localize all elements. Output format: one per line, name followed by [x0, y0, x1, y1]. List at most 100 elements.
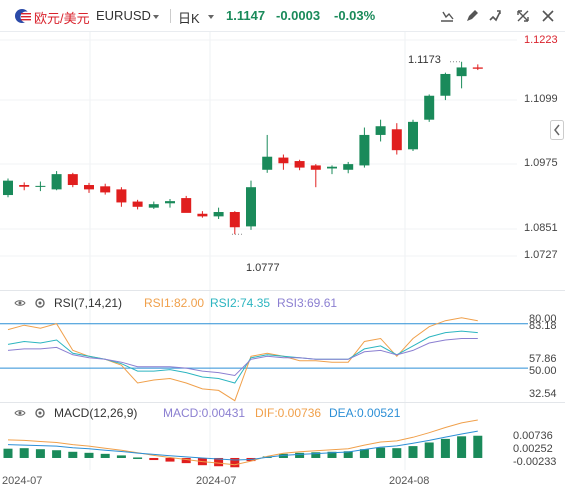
macd-bar: [278, 453, 288, 458]
macd-bar: [376, 447, 386, 458]
gear-icon[interactable]: [34, 407, 46, 419]
chart-toolbar: 欧元/美元 EURUSD 日K 1.1147 -0.0003 -0.03%: [0, 0, 565, 32]
rsi-line-3: [7, 338, 478, 377]
rsi-line-1: [7, 317, 478, 402]
candle-body: [391, 129, 402, 151]
dif-legend: DIF:0.00736: [255, 406, 322, 420]
eye-icon[interactable]: [14, 407, 26, 419]
period-selector[interactable]: 日K: [178, 11, 200, 26]
collapse-right-icon[interactable]: [550, 120, 564, 140]
macd-bar: [392, 448, 402, 458]
candle-body: [213, 212, 224, 217]
macd-series: [3, 419, 483, 468]
candle-body: [375, 126, 386, 135]
candle-body: [229, 212, 240, 228]
fullscreen-icon[interactable]: [514, 7, 532, 25]
dea-legend: DEA:0.00521: [329, 406, 401, 420]
y-axis-label: 1.0727: [524, 249, 558, 261]
macd-bar: [52, 450, 62, 458]
candle-body: [424, 95, 435, 120]
x-axis-label: 2024-07: [2, 475, 43, 487]
candle-body: [472, 67, 483, 69]
rsi-legend-name: RSI(7,14,21): [54, 296, 123, 310]
macd-bar: [311, 452, 321, 458]
chart-grid: [0, 32, 517, 470]
dif-line: [7, 419, 478, 466]
last-price: 1.1147: [226, 8, 266, 23]
y-axis-label: 1.0851: [524, 222, 558, 234]
macd-bar: [149, 457, 159, 461]
macd-axis-label: -0.00233: [513, 456, 557, 468]
candle-body: [262, 156, 273, 170]
y-axis-label-max: 1.1223: [524, 34, 558, 46]
eye-icon[interactable]: [14, 297, 26, 309]
candle-body: [408, 121, 418, 150]
candle-body: [100, 186, 111, 193]
price-change-percent: -0.03%: [334, 8, 376, 23]
macd-bar: [19, 448, 29, 458]
candle-body: [278, 157, 289, 164]
macd-bar: [165, 457, 175, 462]
candle-body: [132, 201, 143, 207]
panel-divider: [0, 402, 565, 403]
candle-body: [51, 174, 62, 190]
candle-body: [165, 201, 175, 204]
macd-bar: [295, 452, 305, 458]
settings-sliders-icon[interactable]: [438, 7, 456, 25]
draw-tools-icon[interactable]: [486, 7, 504, 25]
macd-bar: [440, 438, 450, 458]
period-dropdown-icon[interactable]: [208, 15, 214, 19]
close-icon[interactable]: [539, 7, 557, 25]
toolbar-divider: [170, 9, 171, 23]
macd-axis-label: 0.00252: [513, 443, 553, 455]
candle-body: [440, 73, 451, 96]
macd-bar: [424, 442, 434, 458]
macd-bar: [214, 457, 224, 467]
macd-bar: [3, 448, 13, 458]
candle-body: [116, 189, 127, 203]
candle-body: [3, 180, 13, 196]
rsi-axis-label: 57.86: [529, 353, 557, 365]
rsi3-legend: RSI3:69.61: [277, 296, 338, 310]
pen-icon[interactable]: [463, 7, 481, 25]
x-axis-label: 2024-07: [196, 475, 237, 487]
macd-bar: [408, 446, 418, 458]
y-axis-label: 1.1099: [524, 93, 558, 105]
macd-bar: [230, 457, 240, 468]
macd-bar: [133, 457, 143, 459]
y-axis-label: 1.0975: [524, 157, 558, 169]
candle-body: [246, 187, 256, 227]
rsi-axis-label: 50.00: [529, 365, 557, 377]
flag-eu-us-icon: [15, 9, 32, 23]
macd-bar: [68, 451, 78, 458]
macd-bar: [181, 457, 191, 464]
macd-legend-name: MACD(12,26,9): [54, 406, 138, 420]
pair-dropdown-icon[interactable]: [153, 15, 159, 19]
pair-name[interactable]: 欧元/美元: [34, 11, 90, 26]
gear-icon[interactable]: [34, 297, 46, 309]
macd-bar: [327, 451, 337, 458]
pair-code[interactable]: EURUSD: [96, 8, 151, 23]
candle-body: [359, 134, 370, 166]
rsi-axis-label: 32.54: [529, 388, 557, 400]
rsi1-legend: RSI1:82.00: [144, 296, 205, 310]
candle-body: [310, 165, 321, 170]
macd-bar: [84, 452, 94, 458]
rsi-axis-label: 80.00: [529, 313, 557, 325]
rsi-series: [0, 317, 528, 402]
macd-bar: [116, 455, 126, 458]
candle-body: [456, 67, 467, 77]
candle-body: [35, 185, 46, 187]
x-axis-label: 2024-08: [389, 475, 430, 487]
dea-line: [7, 430, 478, 461]
candle-body: [343, 164, 354, 170]
panel-divider: [0, 290, 565, 291]
macd-legend: MACD:0.00431: [163, 406, 246, 420]
candle-body: [327, 166, 337, 169]
low-price-annotation: 1.0777: [246, 262, 280, 274]
candlestick-series: [3, 61, 483, 235]
macd-bar: [100, 453, 110, 458]
high-price-annotation: 1.1173: [408, 54, 441, 66]
rsi2-legend: RSI2:74.35: [210, 296, 271, 310]
